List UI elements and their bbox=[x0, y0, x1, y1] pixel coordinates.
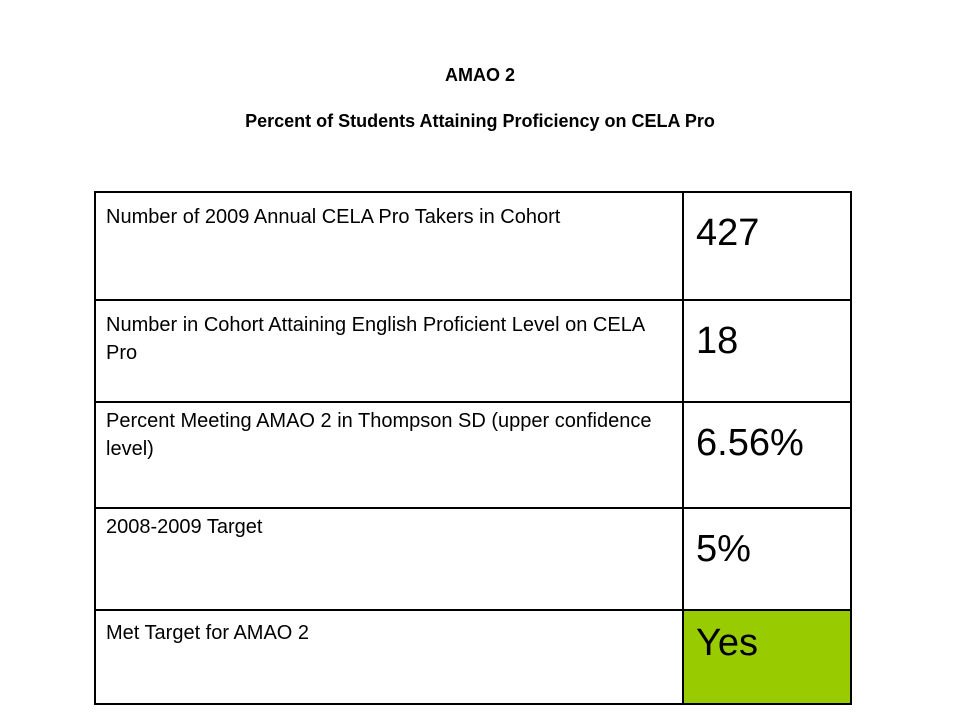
amao-results-table: Number of 2009 Annual CELA Pro Takers in… bbox=[94, 191, 852, 705]
row-label: Number of 2009 Annual CELA Pro Takers in… bbox=[94, 191, 684, 301]
row-value: 5% bbox=[682, 507, 852, 611]
met-target-value: Yes bbox=[682, 609, 852, 705]
row-value: 18 bbox=[682, 299, 852, 403]
row-value: 6.56% bbox=[682, 401, 852, 509]
page-subtitle: Percent of Students Attaining Proficienc… bbox=[245, 111, 715, 131]
row-label: Number in Cohort Attaining English Profi… bbox=[94, 299, 684, 403]
table-row-proficient-count: Number in Cohort Attaining English Profi… bbox=[94, 299, 852, 403]
row-label: Met Target for AMAO 2 bbox=[94, 609, 684, 705]
table-row-cohort-takers: Number of 2009 Annual CELA Pro Takers in… bbox=[94, 191, 852, 301]
row-label: 2008-2009 Target bbox=[94, 507, 684, 611]
table-row-met-target: Met Target for AMAO 2 Yes bbox=[94, 609, 852, 705]
table-row-percent-meeting: Percent Meeting AMAO 2 in Thompson SD (u… bbox=[94, 401, 852, 509]
page-title: AMAO 2 bbox=[444, 65, 515, 85]
table-row-target: 2008-2009 Target 5% bbox=[94, 507, 852, 611]
row-label: Percent Meeting AMAO 2 in Thompson SD (u… bbox=[94, 401, 684, 509]
row-value: 427 bbox=[682, 191, 852, 301]
